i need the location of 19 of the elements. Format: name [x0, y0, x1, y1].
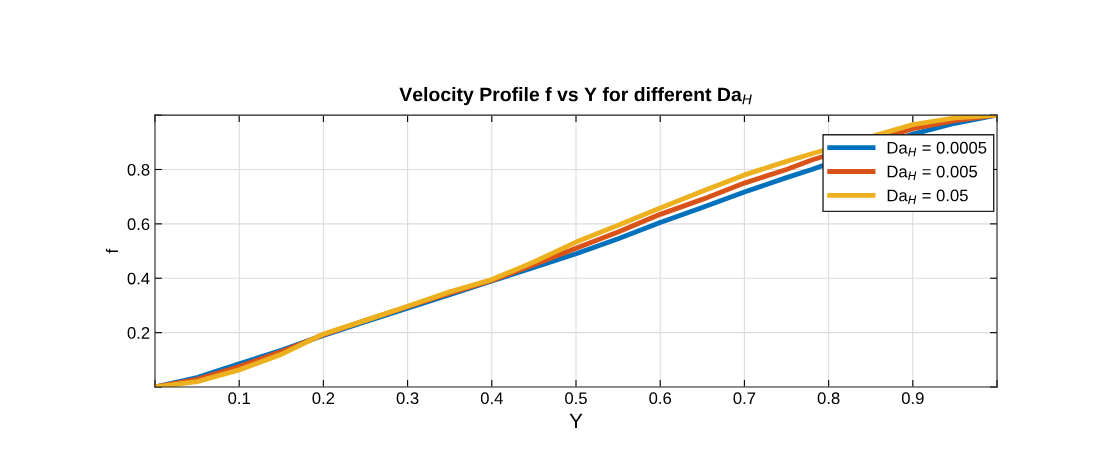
x-tick-label: 0.8 [817, 392, 840, 405]
y-axis-title: f [105, 248, 118, 254]
x-tick-label: 0.1 [228, 392, 250, 405]
chart-title: Velocity Profile f vs Y for different Da$_{H}$ [399, 87, 752, 106]
y-tick-label: 0.8 [127, 163, 150, 176]
x-tick-label: 0.6 [649, 392, 672, 405]
x-tick-label: 0.9 [901, 392, 924, 405]
x-tick-label: 0.7 [733, 392, 756, 405]
x-axis-title: Y [569, 413, 583, 429]
y-tick-label: 0.4 [127, 272, 150, 285]
y-tick-label: 0.2 [127, 327, 150, 339]
legend-label: Da$_{H}$ = 0.0005 [887, 141, 987, 157]
y-tick-label: 0.6 [127, 218, 150, 231]
legend-label: Da$_{H}$ = 0.05 [887, 189, 968, 204]
x-tick-label: 0.5 [565, 392, 587, 405]
x-tick-label: 0.4 [480, 392, 503, 405]
x-tick-label: 0.2 [312, 392, 335, 405]
legend-label: Da$_{H}$ = 0.005 [887, 165, 978, 181]
x-tick-label: 0.3 [396, 392, 419, 405]
